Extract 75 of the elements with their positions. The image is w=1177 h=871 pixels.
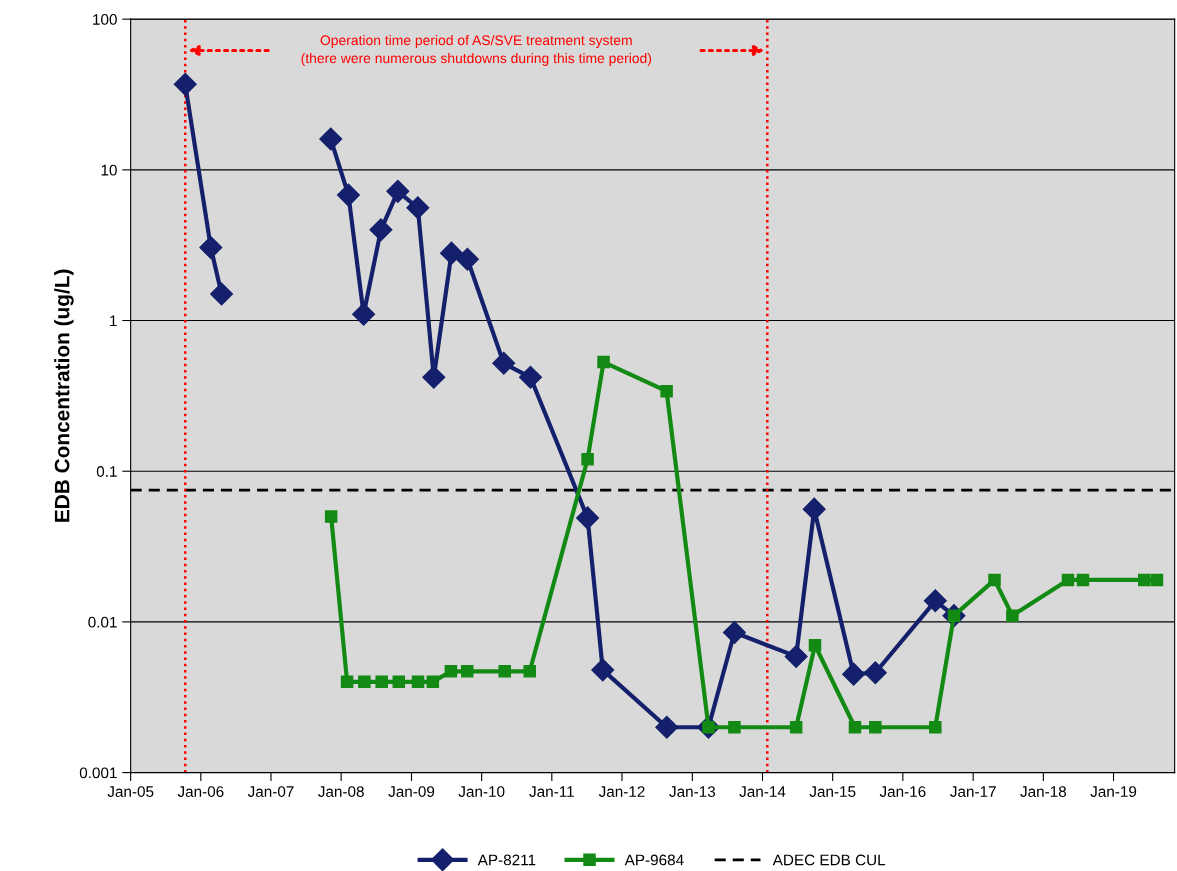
point bbox=[581, 453, 594, 466]
x-tick-label: Jan-05 bbox=[107, 786, 154, 797]
point bbox=[929, 720, 942, 734]
x-tick-label: Jan-12 bbox=[598, 786, 645, 797]
point bbox=[460, 665, 474, 678]
point bbox=[492, 351, 516, 375]
y-tick-label: 1 bbox=[110, 315, 117, 327]
point bbox=[319, 127, 343, 151]
point bbox=[523, 665, 536, 678]
point bbox=[1138, 573, 1151, 587]
x-tick-label: Jan-13 bbox=[669, 786, 716, 797]
point bbox=[518, 365, 542, 389]
point bbox=[173, 72, 197, 96]
point bbox=[426, 675, 440, 689]
x-tick-label: Jan-06 bbox=[177, 786, 224, 797]
point bbox=[576, 506, 600, 530]
x-tick-label: Jan-19 bbox=[1090, 786, 1137, 797]
point bbox=[358, 675, 371, 689]
point bbox=[444, 665, 458, 678]
point bbox=[660, 384, 673, 398]
x-tick-label: Jan-17 bbox=[950, 786, 996, 797]
point bbox=[863, 661, 887, 685]
point bbox=[324, 510, 338, 523]
point bbox=[988, 573, 1001, 587]
point bbox=[455, 247, 479, 271]
point bbox=[789, 720, 803, 734]
point bbox=[869, 720, 882, 734]
x-tick-label: Jan-10 bbox=[458, 786, 505, 797]
point bbox=[802, 497, 826, 521]
point bbox=[336, 183, 360, 207]
point bbox=[655, 715, 679, 739]
point bbox=[406, 196, 430, 220]
point bbox=[784, 644, 808, 668]
point bbox=[199, 236, 223, 260]
point bbox=[597, 355, 610, 369]
point bbox=[728, 720, 741, 734]
y-tick-label: 100 bbox=[93, 14, 117, 25]
point bbox=[722, 621, 746, 645]
x-tick-label: Jan-08 bbox=[318, 786, 364, 797]
point bbox=[498, 665, 511, 678]
point bbox=[1006, 609, 1019, 622]
point bbox=[422, 365, 446, 389]
point bbox=[439, 241, 463, 265]
legend-label: ADEC EDB CUL bbox=[772, 854, 886, 866]
legend-label: AP-9684 bbox=[624, 854, 684, 866]
point bbox=[1076, 573, 1090, 587]
point bbox=[392, 675, 406, 689]
point bbox=[386, 179, 410, 203]
legend-label: AP-8211 bbox=[477, 854, 536, 866]
point bbox=[1061, 573, 1075, 587]
point bbox=[352, 302, 376, 326]
point bbox=[1150, 573, 1164, 587]
y-tick-label: 0.001 bbox=[79, 767, 117, 779]
y-tick-label: 10 bbox=[101, 164, 117, 176]
y-tick-label: 0.01 bbox=[88, 616, 117, 628]
point bbox=[848, 720, 862, 734]
point bbox=[591, 658, 615, 682]
annotation: Operation time period of AS/SVE treatment system (there were numerous shutdowns during this time period) bbox=[301, 34, 652, 66]
point bbox=[210, 282, 234, 306]
x-tick-label: Jan-11 bbox=[529, 786, 574, 797]
x-tick-label: Jan-07 bbox=[247, 786, 294, 797]
point bbox=[369, 218, 393, 242]
point bbox=[411, 675, 425, 689]
point bbox=[808, 638, 822, 652]
x-tick-label: Jan-09 bbox=[388, 786, 435, 797]
y-tick-label: 0.1 bbox=[96, 466, 117, 477]
x-tick-label: Jan-14 bbox=[739, 786, 786, 797]
point bbox=[923, 589, 947, 613]
x-tick-label: Jan-16 bbox=[879, 786, 926, 797]
point bbox=[842, 662, 866, 686]
x-tick-label: Jan-15 bbox=[809, 786, 856, 797]
point bbox=[375, 675, 388, 689]
y-axis-title: EDB Concentration (ug/L) bbox=[54, 269, 74, 522]
x-tick-label: Jan-18 bbox=[1020, 786, 1067, 797]
point bbox=[340, 675, 354, 689]
